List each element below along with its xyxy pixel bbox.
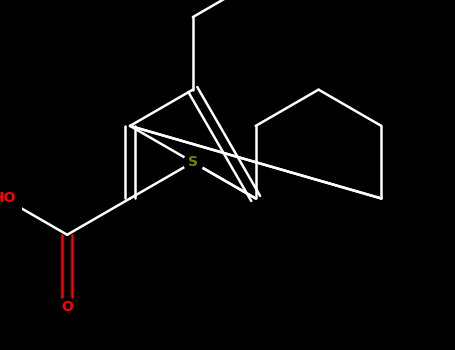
Text: O: O xyxy=(61,300,73,314)
Text: HO: HO xyxy=(0,191,16,205)
Text: S: S xyxy=(188,155,198,169)
